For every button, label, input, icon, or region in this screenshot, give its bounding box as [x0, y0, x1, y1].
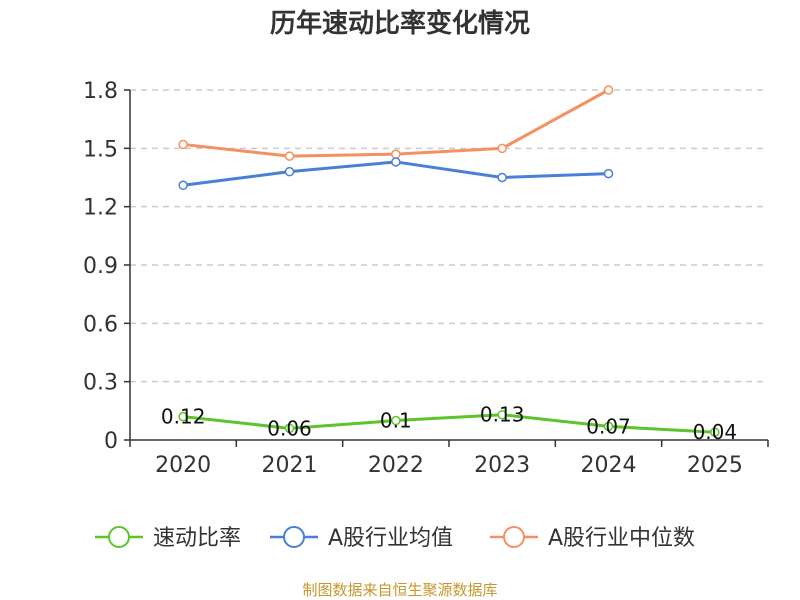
data-point	[603, 421, 614, 432]
series-line	[183, 413, 715, 434]
data-label: 0.07	[586, 414, 631, 438]
series-2	[178, 85, 614, 161]
footer-source: 制图数据来自恒生聚源数据库	[302, 581, 497, 599]
axes: 0 0.3 0.6 0.9 1.2 1.5 1.8 2020 2021 2022 2023 2024 2…	[83, 79, 769, 478]
legend-label: A股行业均值	[328, 526, 453, 551]
data-point	[178, 180, 188, 191]
data-point	[603, 85, 614, 95]
y-tick-label: 0.6	[83, 312, 118, 337]
y-tick-label: 0.9	[83, 254, 118, 279]
data-point	[284, 151, 295, 161]
data-point	[710, 427, 720, 437]
data-labels: 0.12 0.06 0.1 0.13 0.07 0.04	[161, 403, 737, 445]
y-tick-label: 0	[104, 429, 118, 454]
legend-label: 速动比率	[153, 526, 241, 551]
legend-item[interactable]: A股行业均值	[270, 526, 453, 551]
data-point	[497, 172, 507, 183]
legend-item[interactable]: 速动比率	[95, 526, 241, 551]
x-tick-label: 2024	[581, 453, 637, 478]
series	[178, 85, 720, 437]
chart-title: 历年速动比率变化情况	[270, 8, 530, 39]
x-tick-label: 2022	[368, 453, 424, 478]
legend-label: A股行业中位数	[548, 526, 695, 551]
data-label: 0.1	[380, 409, 412, 433]
data-point	[603, 168, 614, 179]
data-point	[284, 166, 295, 177]
data-label: 0.13	[480, 403, 525, 427]
y-tick-label: 1.8	[83, 79, 118, 104]
legend-marker	[503, 526, 525, 548]
data-point	[391, 149, 401, 159]
x-tick-label: 2021	[262, 453, 318, 478]
y-tick-label: 1.5	[83, 137, 118, 162]
grid	[130, 89, 768, 383]
data-point	[178, 411, 188, 422]
y-tick-label: 0.3	[83, 371, 118, 396]
data-point	[178, 139, 188, 150]
legend-marker	[108, 526, 130, 548]
series-line	[183, 88, 610, 158]
data-label: 0.04	[693, 420, 738, 444]
x-tick-label: 2025	[687, 453, 743, 478]
data-point	[497, 143, 507, 154]
data-label: 0.12	[161, 405, 206, 429]
y-tick-label: 1.2	[83, 196, 118, 221]
data-point	[284, 423, 295, 434]
x-tick-label: 2020	[155, 453, 211, 478]
series-1	[178, 157, 614, 191]
data-point	[391, 157, 401, 167]
legend-marker	[283, 526, 305, 548]
legend-item[interactable]: A股行业中位数	[490, 526, 695, 551]
data-point	[497, 409, 507, 420]
x-tick-label: 2023	[474, 453, 530, 478]
data-label: 0.06	[267, 416, 312, 440]
legend[interactable]: 速动比率 A股行业均值 A股行业中位数	[95, 526, 695, 551]
series-0	[178, 409, 720, 437]
data-point	[391, 415, 401, 426]
